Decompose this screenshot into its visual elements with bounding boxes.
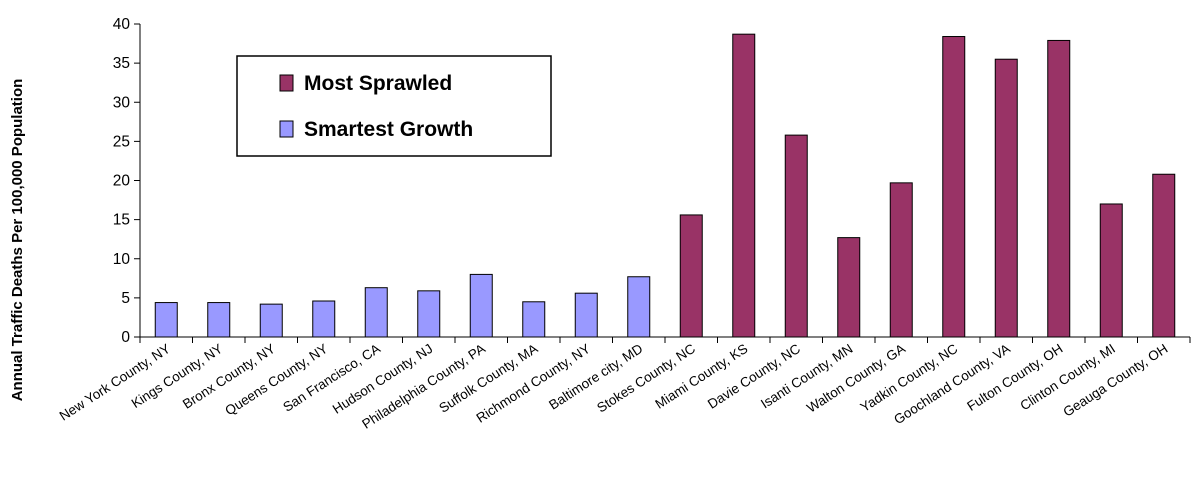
bar xyxy=(469,273,493,338)
y-tick-label: 25 xyxy=(113,133,130,150)
x-tick-label: Kings County, NY xyxy=(129,341,226,411)
y-tick-label: 10 xyxy=(113,251,131,268)
legend: Most Sprawled Smartest Growth xyxy=(236,55,552,157)
bar xyxy=(522,301,546,338)
x-tick-label: Davie County, NC xyxy=(705,341,803,412)
bar xyxy=(889,182,913,338)
bar xyxy=(312,300,336,338)
y-tick-label: 30 xyxy=(113,94,131,111)
bar xyxy=(627,276,651,338)
bar xyxy=(837,237,861,338)
y-tick-label: 5 xyxy=(121,290,130,307)
legend-box xyxy=(236,55,552,157)
bar xyxy=(679,214,703,338)
bar xyxy=(574,292,598,338)
y-axis-title: Annual Traffic Deaths Per 100,000 Popula… xyxy=(9,79,26,402)
legend-label: Most Sprawled xyxy=(304,72,452,95)
bar xyxy=(942,36,966,338)
y-tick-label: 35 xyxy=(113,55,130,72)
bar xyxy=(417,290,441,338)
x-tick-label: Fulton County, OH xyxy=(964,341,1065,414)
bar xyxy=(732,33,756,338)
x-tick-label: Stokes County, NC xyxy=(594,341,698,416)
bar xyxy=(259,303,283,338)
bar xyxy=(154,302,178,338)
legend-label: Smartest Growth xyxy=(304,118,473,141)
y-tick-label: 40 xyxy=(113,16,131,33)
y-tick-label: 0 xyxy=(121,329,130,346)
x-tick-label: Miami County, KS xyxy=(652,341,750,412)
y-tick-label: 20 xyxy=(113,173,131,190)
bar xyxy=(994,58,1018,338)
legend-swatch xyxy=(279,120,294,138)
bar xyxy=(1047,39,1071,338)
legend-swatch xyxy=(279,74,294,92)
bar xyxy=(207,302,231,338)
y-tick-label: 15 xyxy=(113,212,130,229)
y-axis: 0 5 10 15 20 25 30 35 40 xyxy=(113,16,141,346)
bar xyxy=(784,134,808,338)
bar xyxy=(1099,203,1123,338)
bar xyxy=(364,287,388,338)
bars xyxy=(154,33,1176,338)
x-tick-label: Walton County, GA xyxy=(804,341,908,416)
bar xyxy=(1152,173,1176,338)
